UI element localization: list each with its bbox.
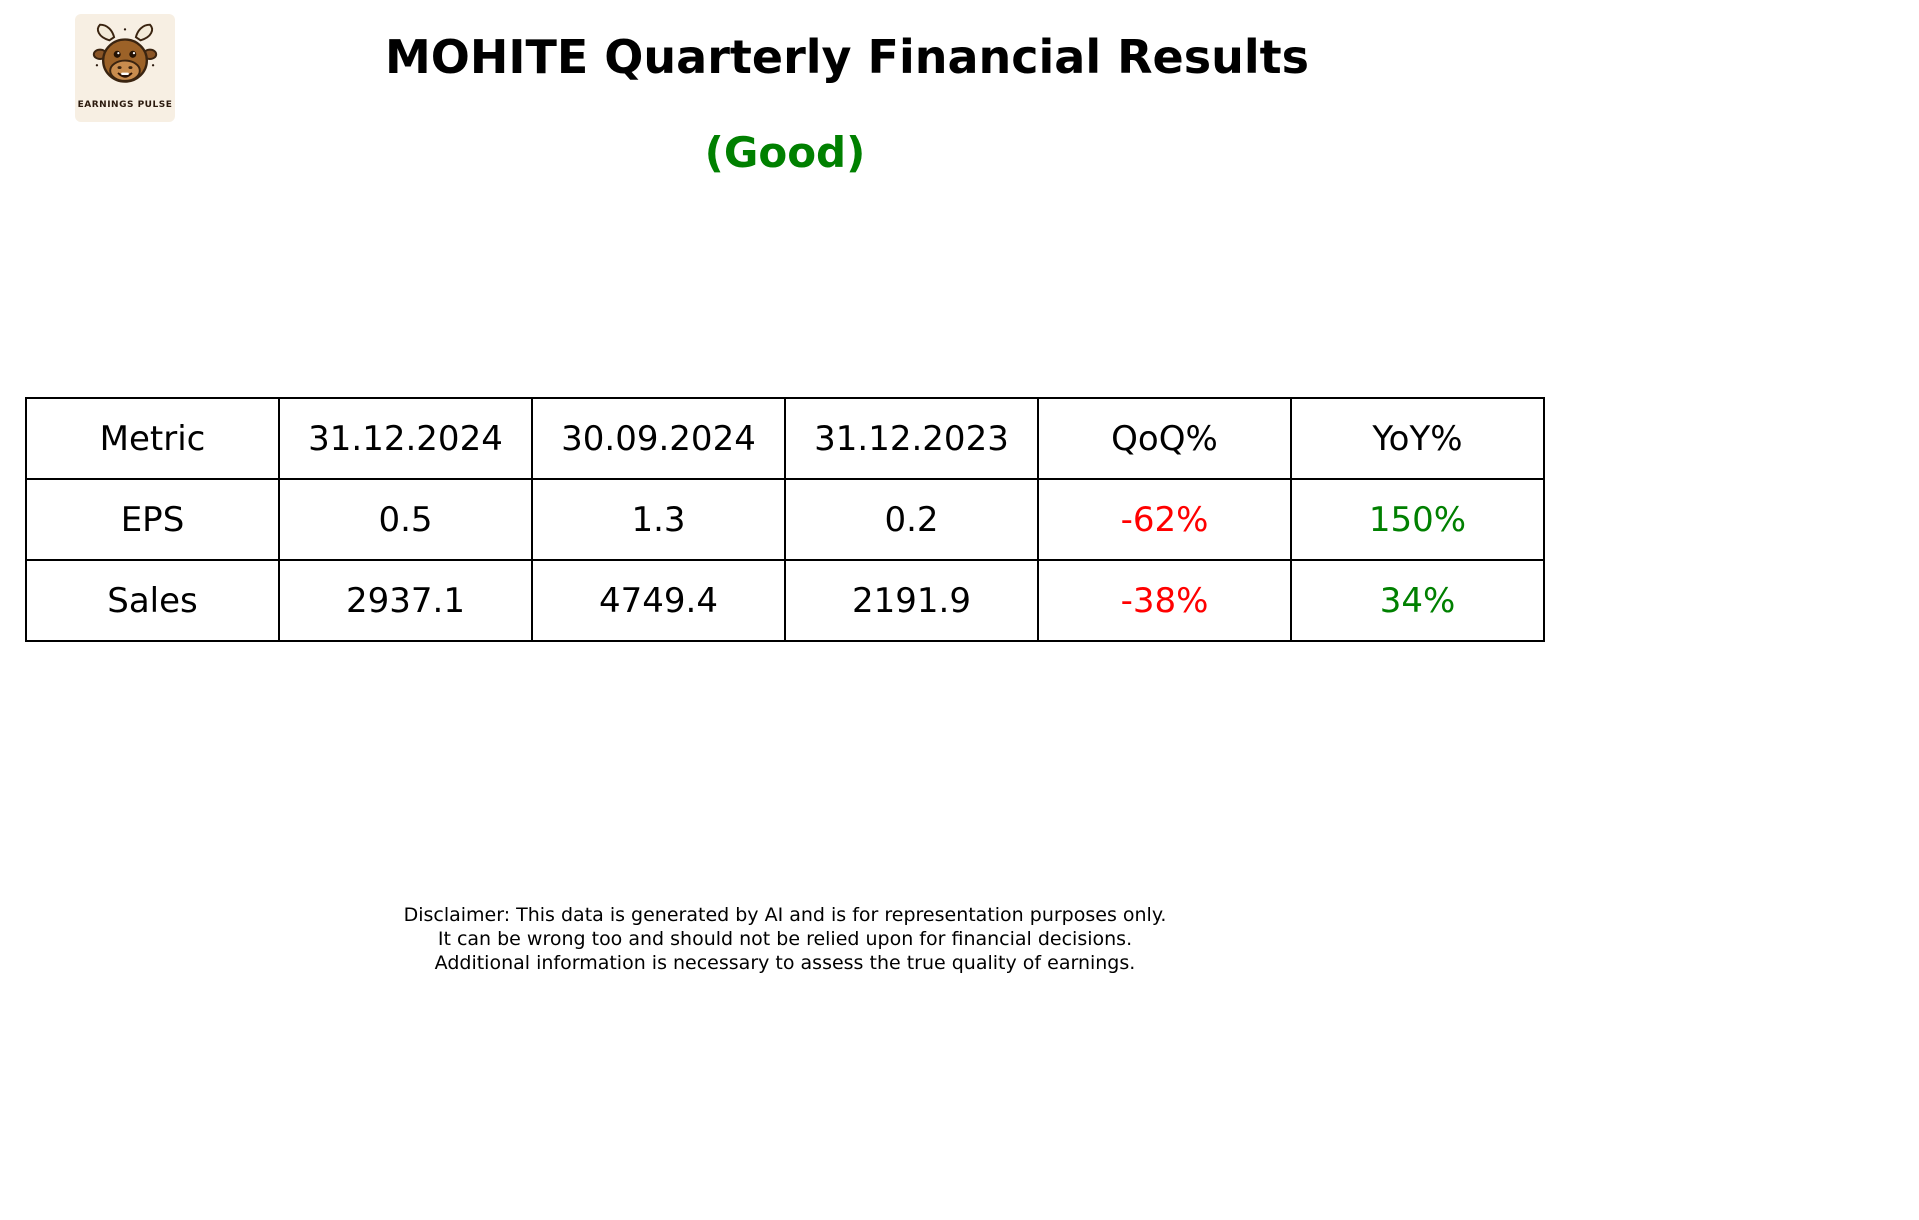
table-row-eps: EPS 0.5 1.3 0.2 -62% 150% bbox=[25, 478, 1545, 561]
sales-yearago: 2191.9 bbox=[784, 559, 1039, 642]
column-header-qoq: QoQ% bbox=[1037, 397, 1292, 480]
column-header-q-yearago: 31.12.2023 bbox=[784, 397, 1039, 480]
logo-caption: EARNINGS PULSE bbox=[77, 100, 173, 110]
eps-yoy-change: 150% bbox=[1290, 478, 1545, 561]
table-header-row: Metric 31.12.2024 30.09.2024 31.12.2023 … bbox=[25, 397, 1545, 480]
sales-current: 2937.1 bbox=[278, 559, 533, 642]
column-header-q-previous: 30.09.2024 bbox=[531, 397, 786, 480]
page-title: MOHITE Quarterly Financial Results bbox=[385, 30, 1309, 84]
eps-qoq-change: -62% bbox=[1037, 478, 1292, 561]
disclaimer-line: Additional information is necessary to a… bbox=[434, 952, 1136, 974]
verdict-label: (Good) bbox=[704, 128, 866, 177]
column-header-metric: Metric bbox=[25, 397, 280, 480]
metric-label: EPS bbox=[25, 478, 280, 561]
sales-qoq-change: -38% bbox=[1037, 559, 1292, 642]
eps-current: 0.5 bbox=[278, 478, 533, 561]
earnings-pulse-logo: EARNINGS PULSE bbox=[75, 14, 175, 122]
table-row-sales: Sales 2937.1 4749.4 2191.9 -38% 34% bbox=[25, 559, 1545, 642]
disclaimer-line: Disclaimer: This data is generated by AI… bbox=[403, 904, 1167, 926]
disclaimer-line: It can be wrong too and should not be re… bbox=[437, 928, 1133, 950]
sales-yoy-change: 34% bbox=[1290, 559, 1545, 642]
column-header-q-current: 31.12.2024 bbox=[278, 397, 533, 480]
column-header-yoy: YoY% bbox=[1290, 397, 1545, 480]
eps-previous: 1.3 bbox=[531, 478, 786, 561]
eps-yearago: 0.2 bbox=[784, 478, 1039, 561]
disclaimer: Disclaimer: This data is generated by AI… bbox=[25, 903, 1545, 975]
bull-icon bbox=[86, 20, 164, 98]
results-table: Metric 31.12.2024 30.09.2024 31.12.2023 … bbox=[25, 397, 1545, 642]
sales-previous: 4749.4 bbox=[531, 559, 786, 642]
metric-label: Sales bbox=[25, 559, 280, 642]
